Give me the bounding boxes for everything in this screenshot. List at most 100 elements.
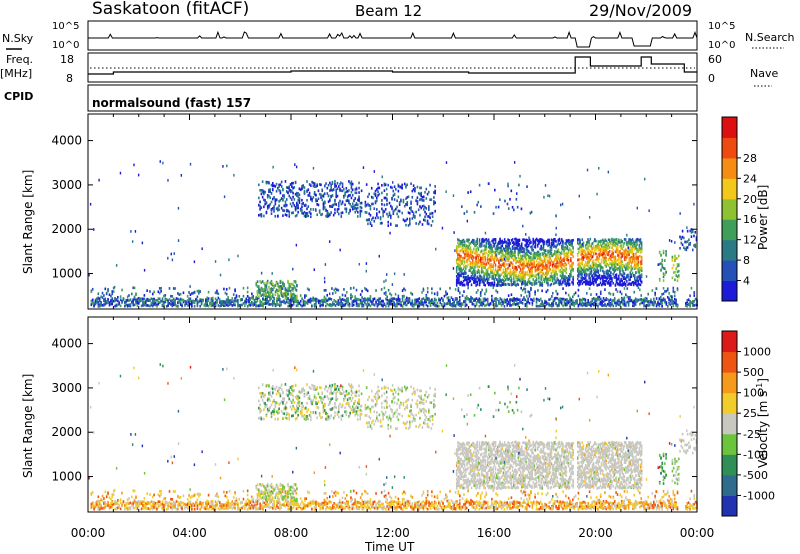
power-cell xyxy=(555,301,557,305)
power-cell xyxy=(393,297,395,301)
power-cell xyxy=(322,202,325,206)
power-cell xyxy=(493,251,496,255)
power-cell xyxy=(329,189,331,192)
power-cell xyxy=(287,293,289,296)
power-cell xyxy=(470,266,473,270)
power-cell xyxy=(478,258,481,262)
power-cell xyxy=(280,300,282,304)
power-cell xyxy=(493,242,496,246)
power-cell xyxy=(424,190,426,194)
power-cell xyxy=(334,287,337,291)
power-cell xyxy=(339,182,341,186)
power-cell xyxy=(424,219,426,222)
power-cell xyxy=(364,203,367,206)
power-cell xyxy=(460,254,463,258)
power-cell xyxy=(469,276,472,280)
power-cell xyxy=(529,258,531,261)
power-cell xyxy=(397,189,400,193)
power-cell xyxy=(263,298,266,302)
power-cell xyxy=(587,301,589,304)
power-cell xyxy=(650,300,652,304)
power-cell xyxy=(507,282,509,286)
power-cell xyxy=(178,293,181,296)
power-cell xyxy=(381,207,383,211)
power-cell xyxy=(295,299,298,303)
power-cell xyxy=(637,298,640,302)
power-cell xyxy=(449,300,451,304)
power-cell xyxy=(386,295,389,299)
power-cell xyxy=(541,259,544,263)
power-cell xyxy=(341,200,344,204)
power-cell xyxy=(270,200,273,204)
power-cell xyxy=(325,304,327,308)
power-cell xyxy=(256,297,259,300)
power-cell xyxy=(549,304,552,307)
power-cell xyxy=(476,237,478,241)
power-cell xyxy=(249,298,252,302)
power-cell xyxy=(424,300,426,304)
power-cell xyxy=(129,304,132,308)
power-cell xyxy=(477,288,479,292)
power-cell xyxy=(348,194,350,197)
power-cell xyxy=(296,206,298,210)
power-cell xyxy=(467,252,469,256)
power-cell xyxy=(470,253,473,256)
power-cell xyxy=(486,278,489,282)
power-cell xyxy=(326,299,328,302)
power-cell xyxy=(531,303,534,307)
power-cell xyxy=(615,288,617,291)
power-cell xyxy=(348,189,350,192)
power-cell xyxy=(292,186,294,190)
power-cell xyxy=(491,239,493,243)
power-cell xyxy=(177,301,179,304)
power-cell xyxy=(294,206,297,209)
power-cell xyxy=(310,212,312,216)
power-cell xyxy=(291,298,294,301)
power-cell xyxy=(346,189,349,193)
power-cell xyxy=(340,215,343,218)
power-cell xyxy=(538,299,541,302)
power-cell xyxy=(475,303,478,307)
power-cell xyxy=(353,207,355,211)
power-cell xyxy=(163,303,165,306)
power-cell xyxy=(210,302,213,306)
power-cell xyxy=(405,219,407,222)
power-cell xyxy=(128,303,130,307)
power-cell xyxy=(530,272,532,276)
power-cell xyxy=(467,297,469,301)
power-cell xyxy=(337,303,340,307)
power-cell xyxy=(386,302,389,305)
power-cell xyxy=(372,196,374,200)
power-cell xyxy=(188,291,190,294)
power-cell xyxy=(514,254,516,258)
power-cell xyxy=(315,299,317,303)
power-cell xyxy=(395,207,397,211)
power-cell xyxy=(306,211,308,215)
power-cell xyxy=(126,298,129,302)
power-cell xyxy=(396,301,398,304)
power-cell xyxy=(542,254,545,258)
power-cell xyxy=(549,261,552,265)
power-cell xyxy=(418,301,421,305)
power-cell xyxy=(514,237,516,241)
power-cell xyxy=(514,303,517,306)
power-cell xyxy=(100,304,102,307)
power-cell xyxy=(539,254,541,258)
power-cell xyxy=(492,286,495,290)
power-cell xyxy=(581,304,584,308)
power-cell xyxy=(611,299,613,302)
power-cell xyxy=(315,199,317,203)
power-cell xyxy=(270,287,273,290)
power-cell xyxy=(291,282,293,286)
power-cell xyxy=(510,293,513,297)
power-cell xyxy=(297,204,299,207)
power-cell xyxy=(396,303,398,306)
power-cell xyxy=(497,250,499,253)
power-cell xyxy=(517,242,520,246)
power-cell xyxy=(410,291,412,295)
power-cell xyxy=(280,197,283,200)
power-cell xyxy=(97,296,100,300)
power-cell xyxy=(687,298,690,302)
power-cell xyxy=(316,199,318,203)
power-cell xyxy=(261,190,264,194)
